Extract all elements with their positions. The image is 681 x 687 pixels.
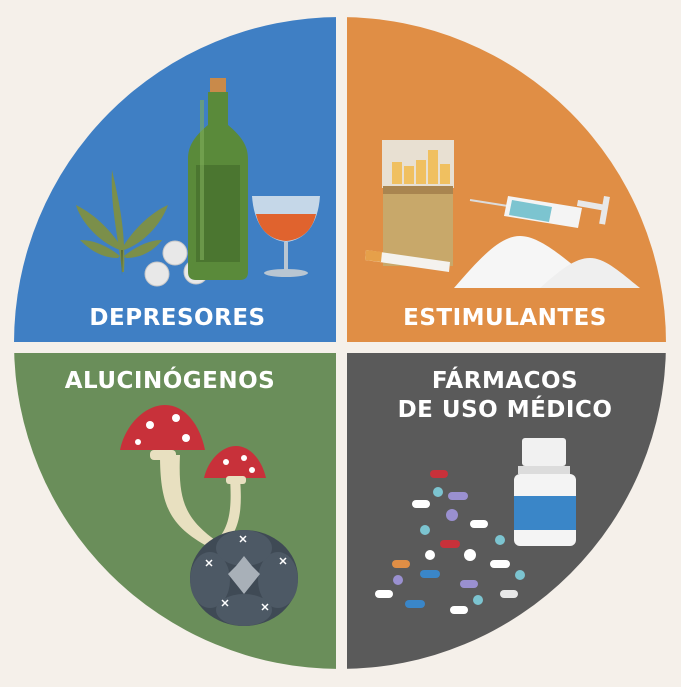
syringe-icon: [469, 196, 610, 228]
mushrooms-icon: [120, 405, 266, 548]
label-estimulantes: ESTIMULANTES: [403, 305, 607, 331]
scattered-pills-icon: [375, 470, 525, 614]
label-farmacos-line1: FÁRMACOS: [431, 368, 579, 394]
peyote-cactus-icon: [190, 530, 298, 626]
cocktail-glass-icon: [252, 196, 320, 277]
powder-icon: [454, 236, 640, 288]
label-depresores: DEPRESORES: [89, 305, 266, 331]
quadrant-alucinogenos: [14, 353, 336, 669]
quadrant-depresores: [14, 17, 336, 342]
wine-bottle-icon: [188, 78, 248, 280]
medicine-bottle-icon: [514, 438, 576, 546]
cannabis-leaf-icon: [76, 170, 168, 275]
cigarette-icon: [365, 250, 450, 272]
cigarette-pack-icon: [382, 140, 454, 266]
label-farmacos-line2: DE USO MÉDICO: [397, 397, 613, 423]
label-alucinogenos: ALUCINÓGENOS: [64, 368, 276, 394]
